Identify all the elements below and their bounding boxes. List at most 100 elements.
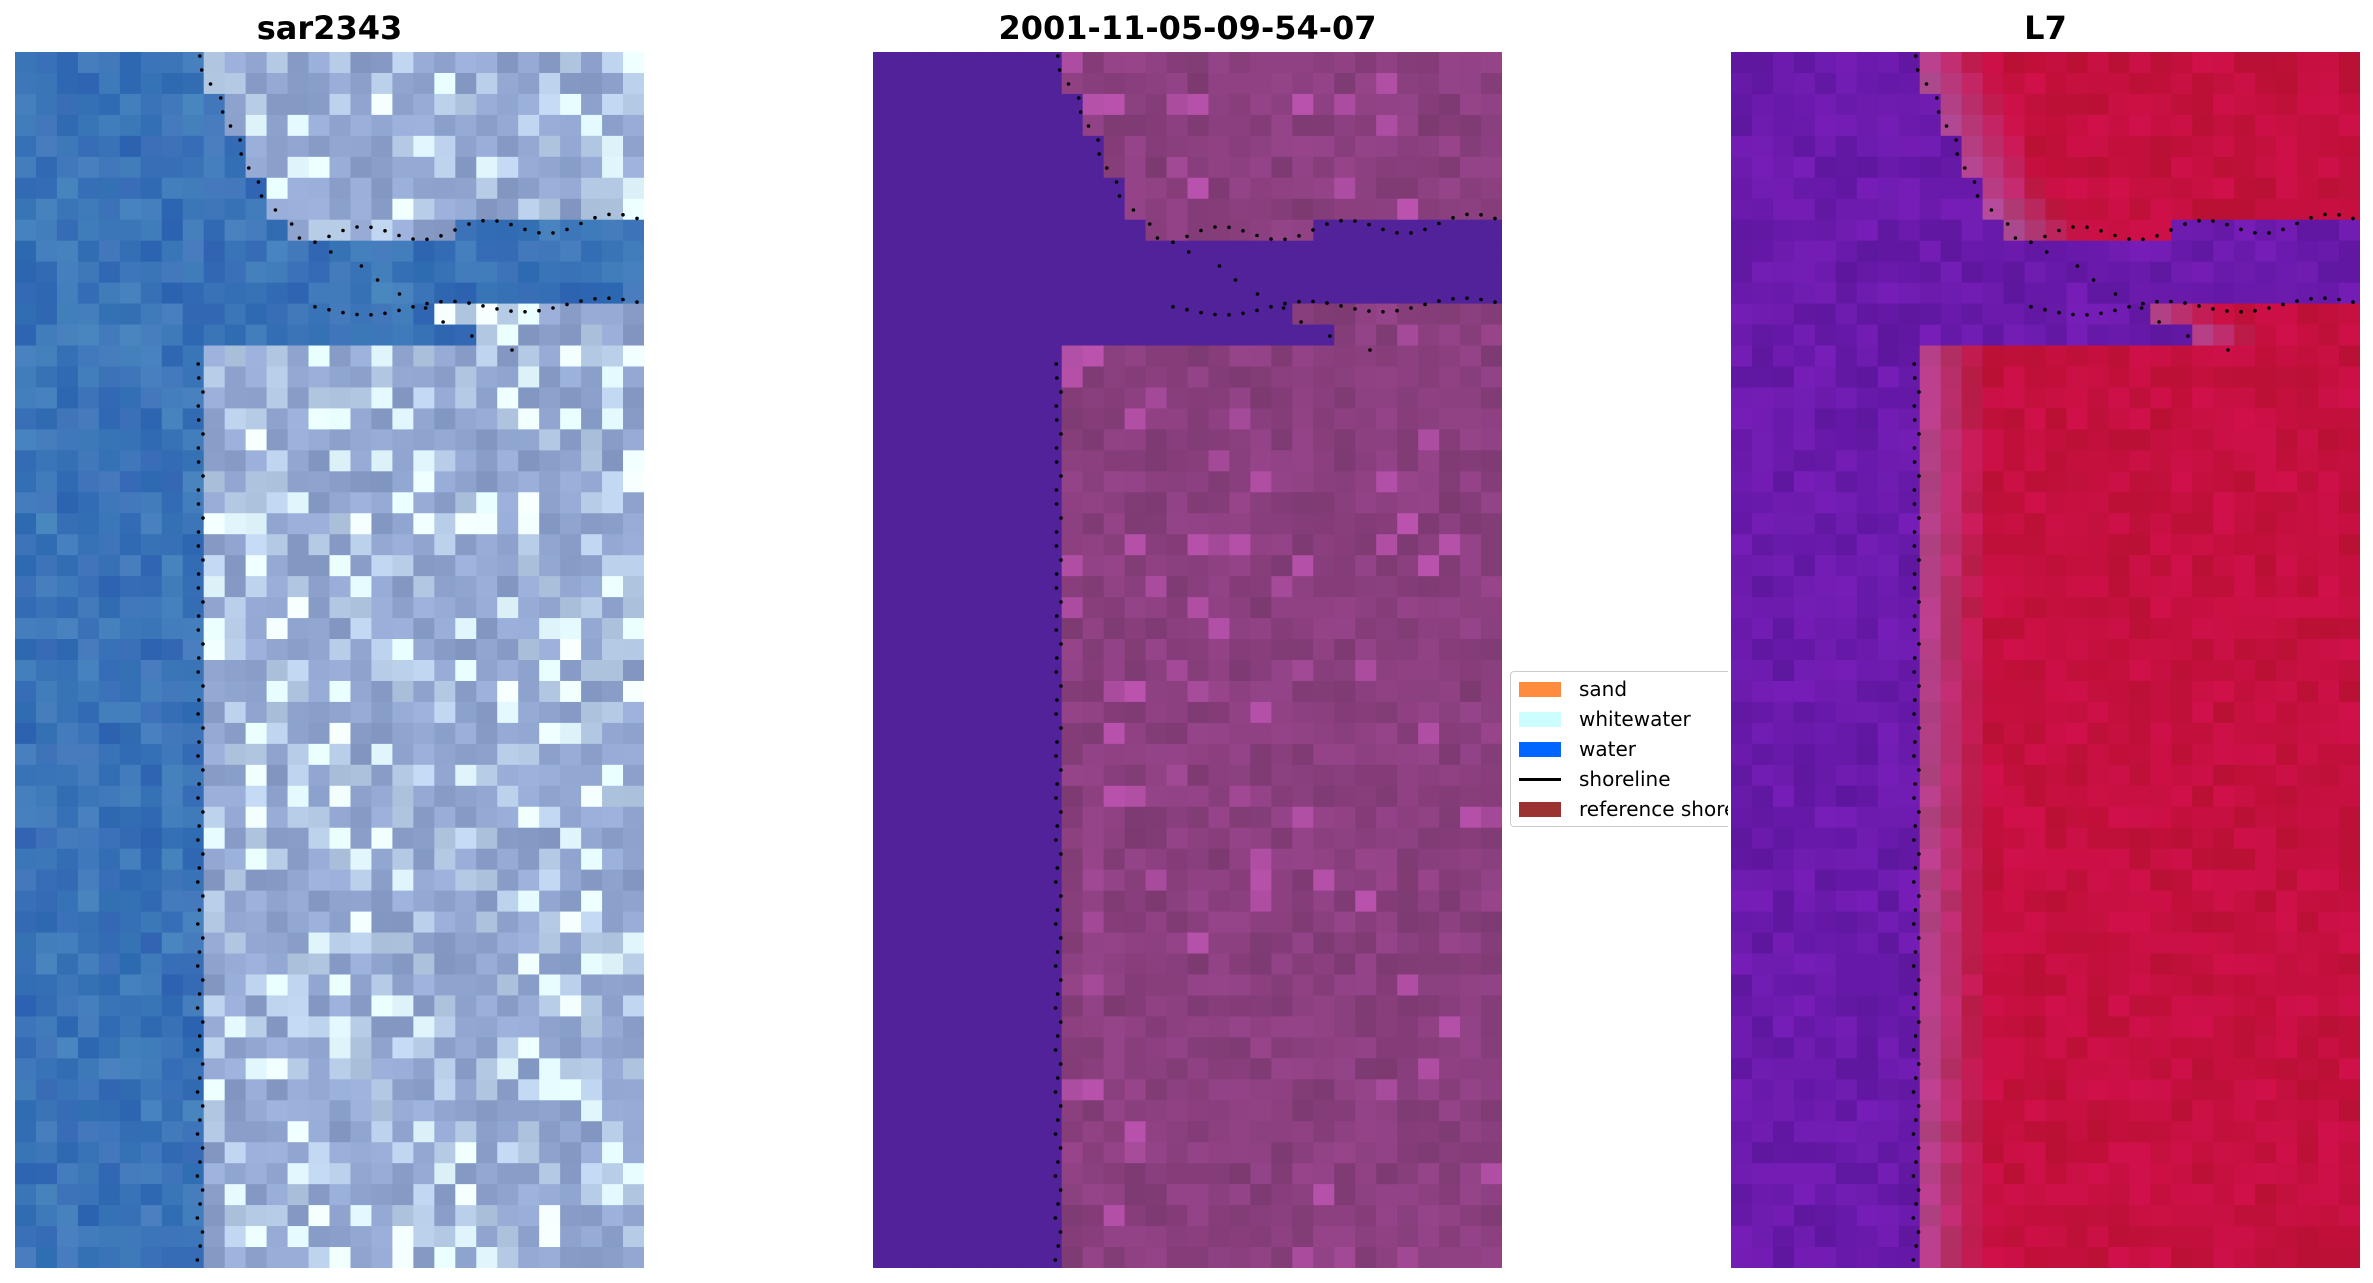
image-pixel — [161, 1121, 184, 1143]
image-pixel — [1103, 1037, 1126, 1059]
image-pixel — [224, 995, 247, 1018]
image-pixel — [2150, 806, 2172, 829]
image-pixel — [1250, 597, 1272, 619]
image-pixel — [1961, 701, 1984, 724]
image-pixel — [1856, 156, 1879, 179]
image-pixel — [2297, 429, 2319, 451]
image-pixel — [935, 114, 958, 137]
image-pixel — [2297, 785, 2319, 808]
image-pixel — [203, 722, 226, 745]
image-pixel — [140, 722, 163, 745]
image-pixel — [392, 1121, 414, 1143]
image-pixel — [602, 1016, 624, 1038]
image-pixel — [2339, 618, 2360, 640]
image-pixel — [15, 743, 37, 766]
image-pixel — [1124, 1142, 1147, 1164]
image-pixel — [1082, 1058, 1105, 1080]
image-pixel — [1397, 198, 1419, 221]
image-pixel — [329, 869, 352, 892]
image-pixel — [1961, 680, 1984, 703]
image-pixel — [329, 324, 352, 347]
image-pixel — [56, 660, 79, 682]
image-pixel — [1397, 555, 1419, 577]
image-pixel — [1835, 177, 1858, 200]
image-pixel — [602, 701, 624, 724]
image-pixel — [2087, 869, 2109, 892]
image-pixel — [1898, 848, 1921, 871]
image-pixel — [1103, 911, 1126, 934]
image-pixel — [2045, 345, 2068, 368]
image-pixel — [2129, 471, 2151, 493]
image-pixel — [2003, 743, 2026, 766]
image-pixel — [413, 345, 435, 368]
image-pixel — [476, 177, 498, 200]
image-pixel — [2171, 785, 2193, 808]
image-pixel — [434, 597, 456, 619]
image-pixel — [1397, 93, 1419, 116]
image-pixel — [371, 177, 393, 200]
image-pixel — [15, 450, 37, 472]
image-pixel — [1919, 869, 1942, 892]
image-pixel — [35, 743, 58, 766]
image-pixel — [455, 806, 477, 829]
image-pixel — [455, 1163, 477, 1185]
image-pixel — [1208, 93, 1231, 116]
image-pixel — [2045, 471, 2068, 493]
image-pixel — [1208, 366, 1231, 389]
image-pixel — [2339, 576, 2360, 598]
image-pixel — [371, 471, 393, 493]
image-pixel — [1376, 576, 1398, 598]
image-pixel — [497, 303, 519, 326]
image-pixel — [434, 555, 456, 577]
image-pixel — [998, 701, 1021, 724]
image-pixel — [266, 282, 289, 305]
image-pixel — [518, 555, 540, 577]
image-pixel — [413, 911, 435, 934]
image-pixel — [1019, 282, 1042, 305]
image-pixel — [1814, 219, 1837, 242]
image-pixel — [1731, 764, 1753, 787]
image-pixel — [1376, 387, 1398, 410]
image-pixel — [1731, 785, 1753, 808]
shoreline-point — [1055, 656, 1059, 660]
shoreline-point — [369, 225, 373, 230]
image-pixel — [518, 995, 540, 1018]
image-pixel — [1145, 932, 1168, 955]
image-pixel — [245, 1205, 268, 1227]
image-pixel — [1460, 953, 1482, 976]
image-pixel — [1208, 806, 1231, 829]
image-pixel — [539, 660, 561, 682]
image-pixel — [392, 387, 414, 410]
image-pixel — [2234, 806, 2256, 829]
image-pixel — [1856, 408, 1879, 430]
image-pixel — [1919, 534, 1942, 556]
image-pixel — [1061, 1016, 1084, 1038]
image-pixel — [497, 680, 519, 703]
image-pixel — [287, 555, 310, 577]
image-pixel — [182, 1205, 205, 1227]
shoreline-point — [1056, 1202, 1060, 1206]
image-pixel — [1040, 597, 1063, 619]
image-pixel — [1751, 156, 1774, 179]
image-pixel — [98, 785, 121, 808]
image-pixel — [1460, 911, 1482, 934]
image-pixel — [413, 387, 435, 410]
image-pixel — [1334, 597, 1356, 619]
image-pixel — [35, 429, 58, 451]
image-pixel — [893, 177, 916, 200]
image-pixel — [392, 555, 414, 577]
image-pixel — [224, 722, 247, 745]
image-pixel — [1103, 974, 1126, 997]
image-pixel — [161, 1247, 184, 1268]
image-pixel — [1898, 618, 1921, 640]
image-pixel — [308, 1226, 331, 1248]
image-pixel — [182, 324, 205, 347]
image-pixel — [2297, 72, 2319, 95]
image-pixel — [602, 806, 624, 829]
image-pixel — [893, 1016, 916, 1038]
image-pixel — [1460, 261, 1482, 284]
image-pixel — [1061, 722, 1084, 745]
image-pixel — [935, 1163, 958, 1185]
image-pixel — [518, 303, 540, 326]
shoreline-point — [397, 292, 402, 296]
